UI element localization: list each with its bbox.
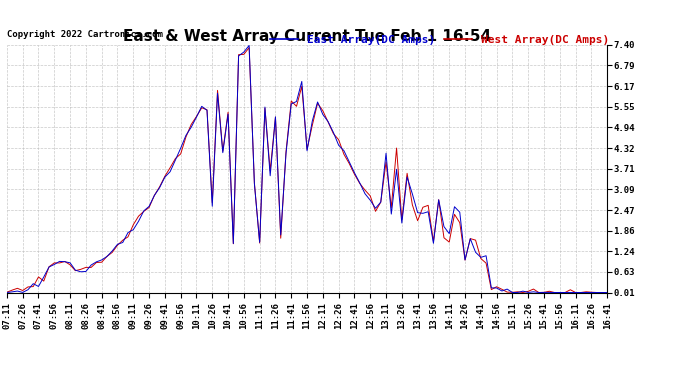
Text: Copyright 2022 Cartronics.com: Copyright 2022 Cartronics.com xyxy=(7,30,163,39)
Title: East & West Array Current Tue Feb 1 16:54: East & West Array Current Tue Feb 1 16:5… xyxy=(123,29,491,44)
Legend: East Array(DC Amps), West Array(DC Amps): East Array(DC Amps), West Array(DC Amps) xyxy=(266,31,613,50)
